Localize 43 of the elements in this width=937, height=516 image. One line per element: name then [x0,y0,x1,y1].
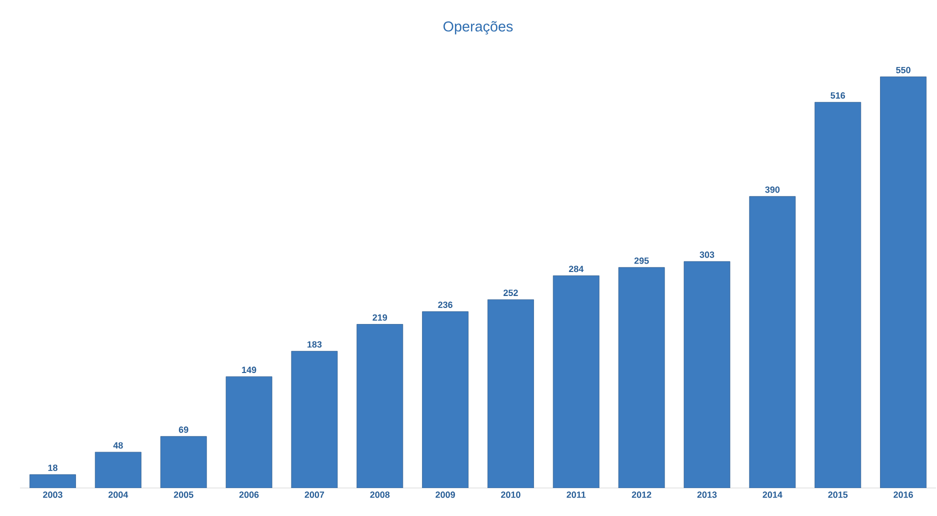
x-tick-label: 2009 [436,492,455,498]
data-label: 303 [700,252,714,258]
bar [94,452,142,488]
bar [880,76,926,488]
bar [814,102,862,488]
bar [488,299,534,488]
bar [684,261,730,488]
bar [30,474,76,488]
x-tick-label: 2015 [828,492,848,498]
bar [226,376,272,488]
x-tick-label: 2011 [566,492,586,498]
data-label: 149 [242,366,256,374]
data-label: 183 [307,341,322,348]
data-label: 295 [634,258,649,264]
x-tick-label: 2008 [370,492,390,498]
data-label: 236 [438,302,452,308]
data-label: 284 [568,266,584,272]
data-label: 219 [372,314,388,321]
x-tick-label: 2003 [43,492,62,498]
x-tick-label: 2004 [108,492,128,498]
x-tick-label: 2010 [501,492,520,498]
x-tick-label: 2013 [697,492,717,498]
bar [552,275,600,488]
bar [356,324,404,488]
x-tick-label: 2007 [304,492,324,498]
x-tick-label: 2006 [239,492,259,498]
data-label: 48 [113,442,123,449]
data-label: 516 [830,92,846,99]
data-label: 18 [48,464,58,471]
data-label: 390 [765,186,780,193]
data-label: 69 [178,426,188,433]
data-label: 252 [504,290,518,296]
bar [749,196,796,488]
x-tick-label: 2014 [762,492,782,498]
bar [291,350,338,488]
data-label: 550 [896,66,910,74]
x-tick-label: 2005 [174,492,194,498]
x-tick-label: 2016 [894,492,913,498]
bar [422,311,468,488]
bar [160,436,207,488]
x-tick-label: 2012 [632,492,652,498]
bar [618,267,665,488]
chart-title: Operações [443,21,513,34]
